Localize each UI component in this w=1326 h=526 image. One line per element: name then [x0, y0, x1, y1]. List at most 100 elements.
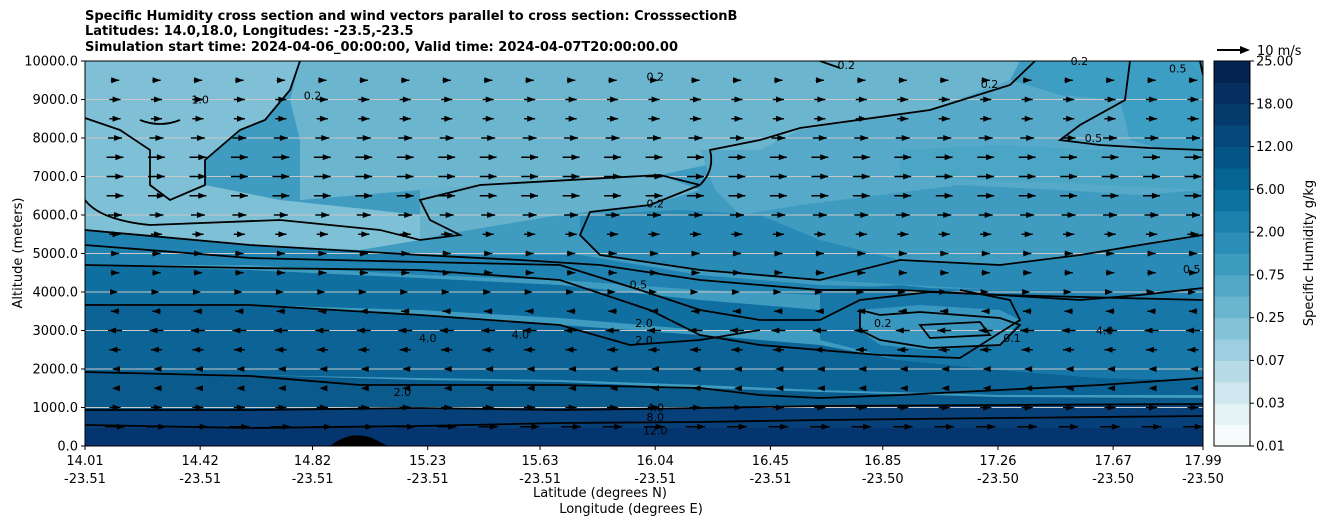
wind-vector — [313, 192, 331, 199]
wind-vector — [441, 289, 450, 295]
wind-vector — [276, 77, 286, 84]
wind-vector — [606, 115, 619, 122]
wind-vector — [940, 250, 949, 257]
wind-vector — [277, 366, 286, 372]
wind-vector — [360, 385, 369, 392]
contour-label: 0.2 — [304, 90, 322, 103]
x-tick-label-longitude: -23.51 — [179, 472, 221, 487]
wind-vector — [521, 173, 539, 180]
wind-vector — [1147, 308, 1156, 315]
colorbar-segment — [1214, 125, 1250, 148]
wind-vector — [1020, 212, 1035, 218]
colorbar-segment — [1214, 189, 1250, 212]
wind-vector — [940, 269, 949, 276]
wind-vector — [980, 115, 992, 122]
wind-vector — [895, 327, 910, 334]
wind-vector — [1021, 231, 1033, 238]
wind-vector — [236, 385, 245, 392]
wind-vector — [359, 308, 368, 315]
wind-vector — [443, 366, 452, 372]
wind-vector — [1103, 135, 1118, 141]
wind-vector — [771, 327, 786, 334]
wind-vector — [153, 366, 162, 372]
x-axis-ticks: 14.01 -23.51 14.42 -23.51 14.82 -23.51 15.23 -2… — [64, 446, 1224, 487]
wind-vector — [980, 346, 992, 353]
wind-vector — [148, 192, 165, 199]
wind-vector — [648, 96, 660, 103]
wind-vector — [608, 269, 617, 276]
wind-vector — [276, 250, 286, 257]
wind-vector — [978, 327, 993, 334]
colorbar-segment — [1214, 61, 1250, 83]
wind-vector — [687, 192, 704, 199]
wind-vector — [481, 212, 496, 218]
wind-vector — [815, 250, 825, 257]
wind-vector — [152, 250, 161, 257]
wind-vector — [230, 154, 248, 161]
wind-vector — [271, 423, 291, 430]
wind-vector — [857, 269, 866, 276]
wind-vector — [605, 212, 620, 218]
wind-vector — [1146, 289, 1155, 295]
wind-vector — [353, 423, 374, 430]
wind-vector — [273, 135, 288, 141]
wind-vector — [651, 385, 659, 392]
wind-vector — [112, 385, 120, 392]
wind-vector — [605, 327, 620, 334]
wind-vector — [729, 135, 744, 141]
wind-vector — [688, 212, 703, 218]
wind-vector — [148, 173, 165, 180]
wind-vector — [358, 231, 370, 238]
wind-vector — [318, 269, 327, 276]
wind-vector — [1145, 115, 1158, 122]
wind-vector — [1024, 366, 1033, 372]
x-tick-label-latitude: 14.42 — [182, 454, 219, 469]
colorbar-segment — [1214, 381, 1250, 404]
wind-vector — [193, 77, 203, 84]
wind-vector — [105, 423, 125, 430]
wind-vector — [232, 135, 247, 141]
wind-vector — [233, 231, 245, 238]
wind-vector — [1184, 192, 1202, 199]
wind-vector — [769, 173, 787, 180]
wind-vector — [150, 346, 163, 353]
wind-vector — [359, 269, 368, 276]
wind-vector — [439, 135, 454, 141]
wind-vector — [898, 77, 907, 84]
wind-vector — [524, 346, 536, 353]
wind-vector — [774, 269, 783, 276]
wind-vector — [858, 366, 867, 372]
colorbar-segment — [1214, 274, 1250, 297]
wind-vector — [1063, 231, 1075, 238]
wind-vector — [1064, 250, 1073, 257]
wind-vector — [109, 96, 121, 103]
wind-vector — [852, 154, 870, 161]
wind-vector — [1145, 346, 1158, 353]
wind-vector — [566, 289, 575, 295]
wind-vector — [401, 77, 410, 84]
wind-vector — [150, 115, 163, 122]
contour-label: 0.2 — [646, 197, 664, 210]
wind-vector — [442, 250, 451, 257]
wind-vector — [811, 154, 829, 161]
wind-vector — [316, 115, 328, 122]
wind-vector — [857, 308, 866, 315]
wind-vector — [606, 404, 619, 411]
wind-vector — [399, 346, 411, 353]
wind-vector — [482, 231, 494, 238]
wind-vector — [772, 115, 784, 122]
wind-vector — [1101, 173, 1119, 180]
wind-vector — [897, 115, 909, 122]
wind-vector — [689, 231, 702, 238]
wind-vector — [1022, 250, 1032, 257]
wind-vector — [815, 308, 825, 315]
wind-vector — [108, 327, 122, 334]
wind-vector — [189, 154, 207, 161]
wind-vector — [358, 346, 370, 353]
wind-vector — [816, 385, 825, 392]
wind-vector — [727, 423, 747, 430]
wind-vector — [851, 423, 872, 430]
y-axis-ticks: 0.0 1000.0 2000.0 3000.0 4000.0 5000.0 6000.0 7… — [24, 55, 85, 455]
y-tick-label: 2000.0 — [33, 363, 79, 378]
colorbar-segment — [1214, 339, 1250, 361]
